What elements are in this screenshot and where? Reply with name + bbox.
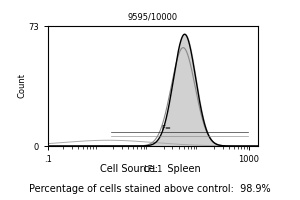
Text: Cell Source:   Spleen: Cell Source: Spleen bbox=[100, 164, 200, 174]
Text: Percentage of cells stained above control:  98.9%: Percentage of cells stained above contro… bbox=[29, 184, 271, 194]
Text: F=: F= bbox=[161, 125, 171, 131]
Y-axis label: Count: Count bbox=[18, 73, 27, 98]
Text: 9595/10000: 9595/10000 bbox=[128, 12, 178, 21]
X-axis label: LFL1: LFL1 bbox=[143, 165, 163, 174]
